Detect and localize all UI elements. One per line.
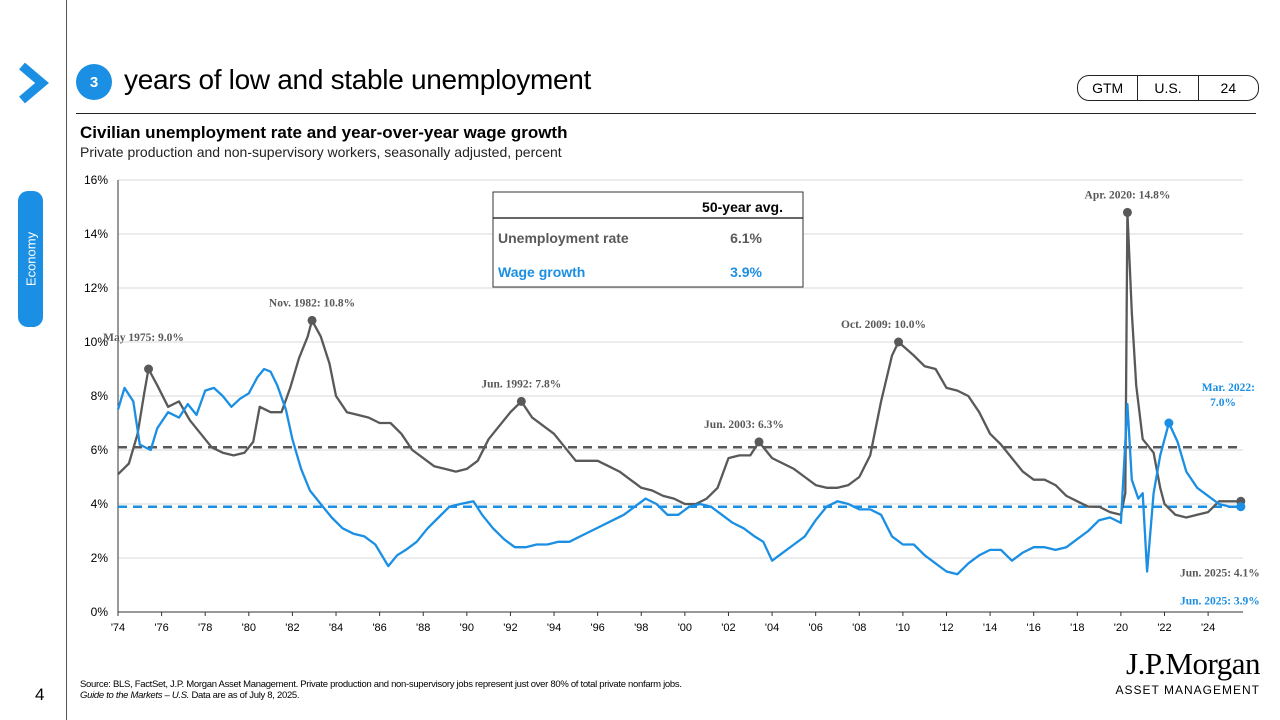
y-tick-label: 4% [91,497,109,511]
annotation-marker [144,364,154,374]
annotation-label: May 1975: 9.0% [103,332,184,344]
x-tick-label: '90 [460,622,474,634]
y-tick-label: 0% [91,605,109,619]
x-tick-label: '10 [896,622,910,634]
x-tick-label: '14 [983,622,997,634]
average-table-row-label: Unemployment rate [498,230,629,246]
x-tick-label: '96 [590,622,604,634]
average-table-row-value: 3.9% [730,264,762,280]
x-tick-label: '78 [198,622,212,634]
headline-number-badge: 3 [76,64,112,100]
annotation-marker [754,437,764,447]
x-tick-label: '86 [372,622,386,634]
footnote: Source: BLS, FactSet, J.P. Morgan Asset … [80,679,682,701]
x-tick-label: '80 [242,622,256,634]
x-tick-label: '98 [634,622,648,634]
x-tick-label: '08 [852,622,866,634]
x-tick-label: '22 [1157,622,1171,634]
x-tick-label: '00 [678,622,692,634]
y-tick-label: 14% [84,227,108,241]
chevron-right-icon[interactable] [16,62,52,104]
chart-subtitle: Private production and non-supervisory w… [80,144,562,160]
annotation-marker [1164,418,1174,428]
annotation-label: Oct. 2009: 10.0% [841,319,926,331]
guide-tags: GTM U.S. 24 [1077,75,1259,101]
x-tick-label: '18 [1070,622,1084,634]
tag-region: U.S. [1137,76,1197,100]
annotation-label: Jun. 1992: 7.8% [481,378,561,390]
tag-gtm: GTM [1092,80,1124,96]
footnote-date: Guide to the Markets – U.S. Data are as … [80,690,682,701]
page-number: 4 [35,685,45,704]
chart-title: Civilian unemployment rate and year-over… [80,123,568,142]
y-tick-label: 6% [91,443,109,457]
annotation-label-line: 7.0% [1210,397,1236,409]
annotation-marker [307,315,317,325]
x-tick-label: '76 [154,622,168,634]
x-tick-label: '92 [503,622,517,634]
footnote-source: Source: BLS, FactSet, J.P. Morgan Asset … [80,679,682,690]
brand-subtitle: ASSET MANAGEMENT [1115,683,1260,697]
brand-name: J.P.Morgan [1126,646,1260,681]
annotation-label: Jun. 2025: 4.1% [1180,567,1260,579]
x-tick-label: '06 [809,622,823,634]
annotation-marker [516,396,526,406]
annotation-marker [894,337,904,347]
footnote-asof: Data are as of July 8, 2025. [189,690,300,701]
average-table-header: 50-year avg. [702,199,783,215]
wage-growth-series-line [116,367,1241,576]
x-tick-label: '88 [416,622,430,634]
left-divider [66,0,67,720]
tag-page: 24 [1197,76,1258,100]
x-tick-label: '84 [329,622,343,634]
x-tick-label: '20 [1114,622,1128,634]
x-tick-label: '82 [285,622,299,634]
x-tick-label: '12 [939,622,953,634]
average-table-row-label: Wage growth [498,264,585,280]
x-tick-label: '02 [721,622,735,634]
page-title: years of low and stable unemployment [124,64,592,95]
y-tick-label: 2% [91,551,109,565]
title-divider [76,113,1256,114]
brand-logo: J.P.Morgan ASSET MANAGEMENT [1110,646,1261,698]
annotation-label: Apr. 2020: 14.8% [1085,189,1171,201]
average-table-row-value: 6.1% [730,230,762,246]
average-table [492,191,804,288]
y-tick-label: 16% [84,173,108,187]
sidebar-section-tab[interactable]: Economy [18,191,43,327]
x-tick-label: '94 [547,622,561,634]
y-tick-label: 8% [91,389,109,403]
annotation-marker [1122,207,1132,217]
footnote-guide-title: Guide to the Markets – U.S. [80,690,190,701]
annotation-marker [1236,502,1246,512]
x-tick-label: '24 [1201,622,1215,634]
annotation-label: Jun. 2003: 6.3% [704,419,784,431]
x-tick-label: '04 [765,622,779,634]
y-tick-label: 10% [84,335,108,349]
x-tick-label: '74 [111,622,125,634]
y-tick-label: 12% [84,281,108,295]
annotation-label-line: Mar. 2022: [1202,382,1255,394]
annotation-label: Jun. 2025: 3.9% [1180,596,1260,608]
annotation-label: Mar. 2022: 7.0% [1202,382,1255,409]
x-tick-label: '16 [1027,622,1041,634]
annotation-label: Nov. 1982: 10.8% [269,297,355,309]
unemployment-series-line [117,211,1241,519]
